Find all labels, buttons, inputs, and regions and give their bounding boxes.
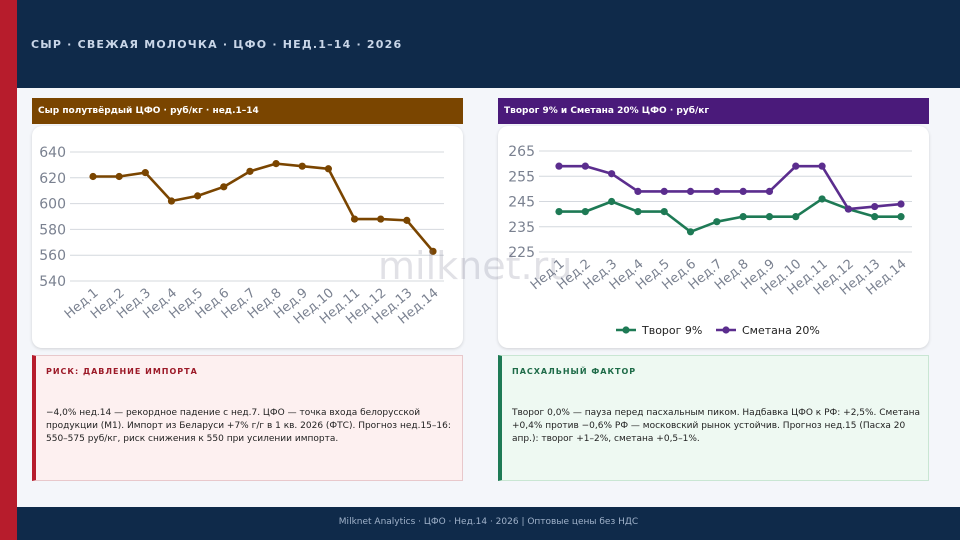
data-point [765,213,774,221]
data-point [429,247,437,255]
data-point [844,205,852,213]
legend-label: Сметана 20% [742,324,820,337]
data-point [377,215,385,223]
risk-card: РИСК: ДАВЛЕНИЕ ИМПОРТА −4,0% нед.14 — ре… [32,355,463,481]
data-point [739,187,747,195]
data-point [818,162,826,170]
data-point [765,187,774,195]
watermark: milknet.ru [378,244,573,288]
footer-bar: Milknet Analytics · ЦФО · Нед.14 · 2026 … [17,507,960,540]
easter-card-text: Творог 0,0% — пауза перед пасхальным пик… [512,408,921,444]
y-tick-label: 225 [508,245,535,261]
data-point [220,183,228,191]
left-accent-bar [0,0,17,540]
y-tick-label: 255 [508,169,535,185]
data-point [272,160,280,168]
data-point [634,208,642,216]
y-tick-label: 640 [39,145,66,161]
footer-text: Milknet Analytics · ЦФО · Нед.14 · 2026 … [338,517,639,527]
right-panel-title: Творог 9% и Сметана 20% ЦФО · руб/кг [498,98,929,124]
y-tick-label: 540 [39,274,66,290]
y-tick-label: 580 [39,222,66,238]
y-tick-label: 235 [508,220,535,236]
data-point [686,228,695,236]
cheese-price-chart: 540560580600620640Нед.1Нед.2Нед.3Нед.4Не… [39,145,444,328]
y-tick-label: 620 [39,171,66,187]
risk-card-title: РИСК: ДАВЛЕНИЕ ИМПОРТА [46,367,198,376]
series-line [559,164,902,211]
data-point [298,162,306,170]
data-point [581,162,589,170]
data-point [792,213,800,221]
y-tick-label: 600 [39,197,66,213]
y-tick-label: 560 [39,248,66,264]
series-line [93,162,434,253]
legend-marker [622,326,630,334]
data-point [713,187,721,195]
risk-card-text: −4,0% нед.14 — рекордное падение с нед.7… [46,408,451,444]
data-point [713,218,721,226]
series-line [559,197,901,234]
y-tick-label: 245 [508,195,535,211]
legend-marker [722,326,730,334]
data-point [792,162,800,170]
data-point [246,167,254,175]
data-point [141,169,149,177]
data-point [897,200,905,208]
data-point [660,187,668,195]
data-point [686,187,695,195]
left-panel-title: Сыр полутвёрдый ЦФО · руб/кг · нед.1–14 [32,98,463,124]
data-point [818,195,826,203]
data-point [89,172,97,181]
header-bar: СЫР · СВЕЖАЯ МОЛОЧКА · ЦФО · НЕД.1–14 · … [17,0,960,88]
dairy-price-chart: 225235245255265Нед.1Нед.2Нед.3Нед.4Нед.5… [508,144,912,337]
page-title: СЫР · СВЕЖАЯ МОЛОЧКА · ЦФО · НЕД.1–14 · … [31,38,403,51]
data-point [403,216,411,224]
data-point [555,162,563,170]
data-point [634,187,642,195]
dairy-chart-card: 225 235 245 255 265 Нед.1 Нед.2 Нед.3 Нед.4 Нед.5… [498,126,929,348]
easter-card-title: ПАСХАЛЬНЫЙ ФАКТОР [512,367,637,376]
easter-card: ПАСХАЛЬНЫЙ ФАКТОР Творог 0,0% — пауза пе… [498,355,929,481]
data-point [739,213,747,221]
data-point [555,208,563,216]
data-point [608,197,616,206]
data-point [608,170,616,178]
data-point [660,208,668,216]
y-tick-label: 265 [508,144,535,160]
data-point [324,165,332,173]
data-point [581,208,589,216]
data-point [350,215,359,223]
data-point [871,213,879,221]
data-point [194,192,202,200]
data-point [871,202,879,211]
data-point [115,172,123,181]
cheese-chart-card: 540 560 580 600 620 640 Нед.1 Нед.2 Нед.3 Нед.4 Не… [32,126,463,348]
data-point [897,213,905,221]
data-point [167,197,176,205]
legend-label: Творог 9% [641,324,702,337]
